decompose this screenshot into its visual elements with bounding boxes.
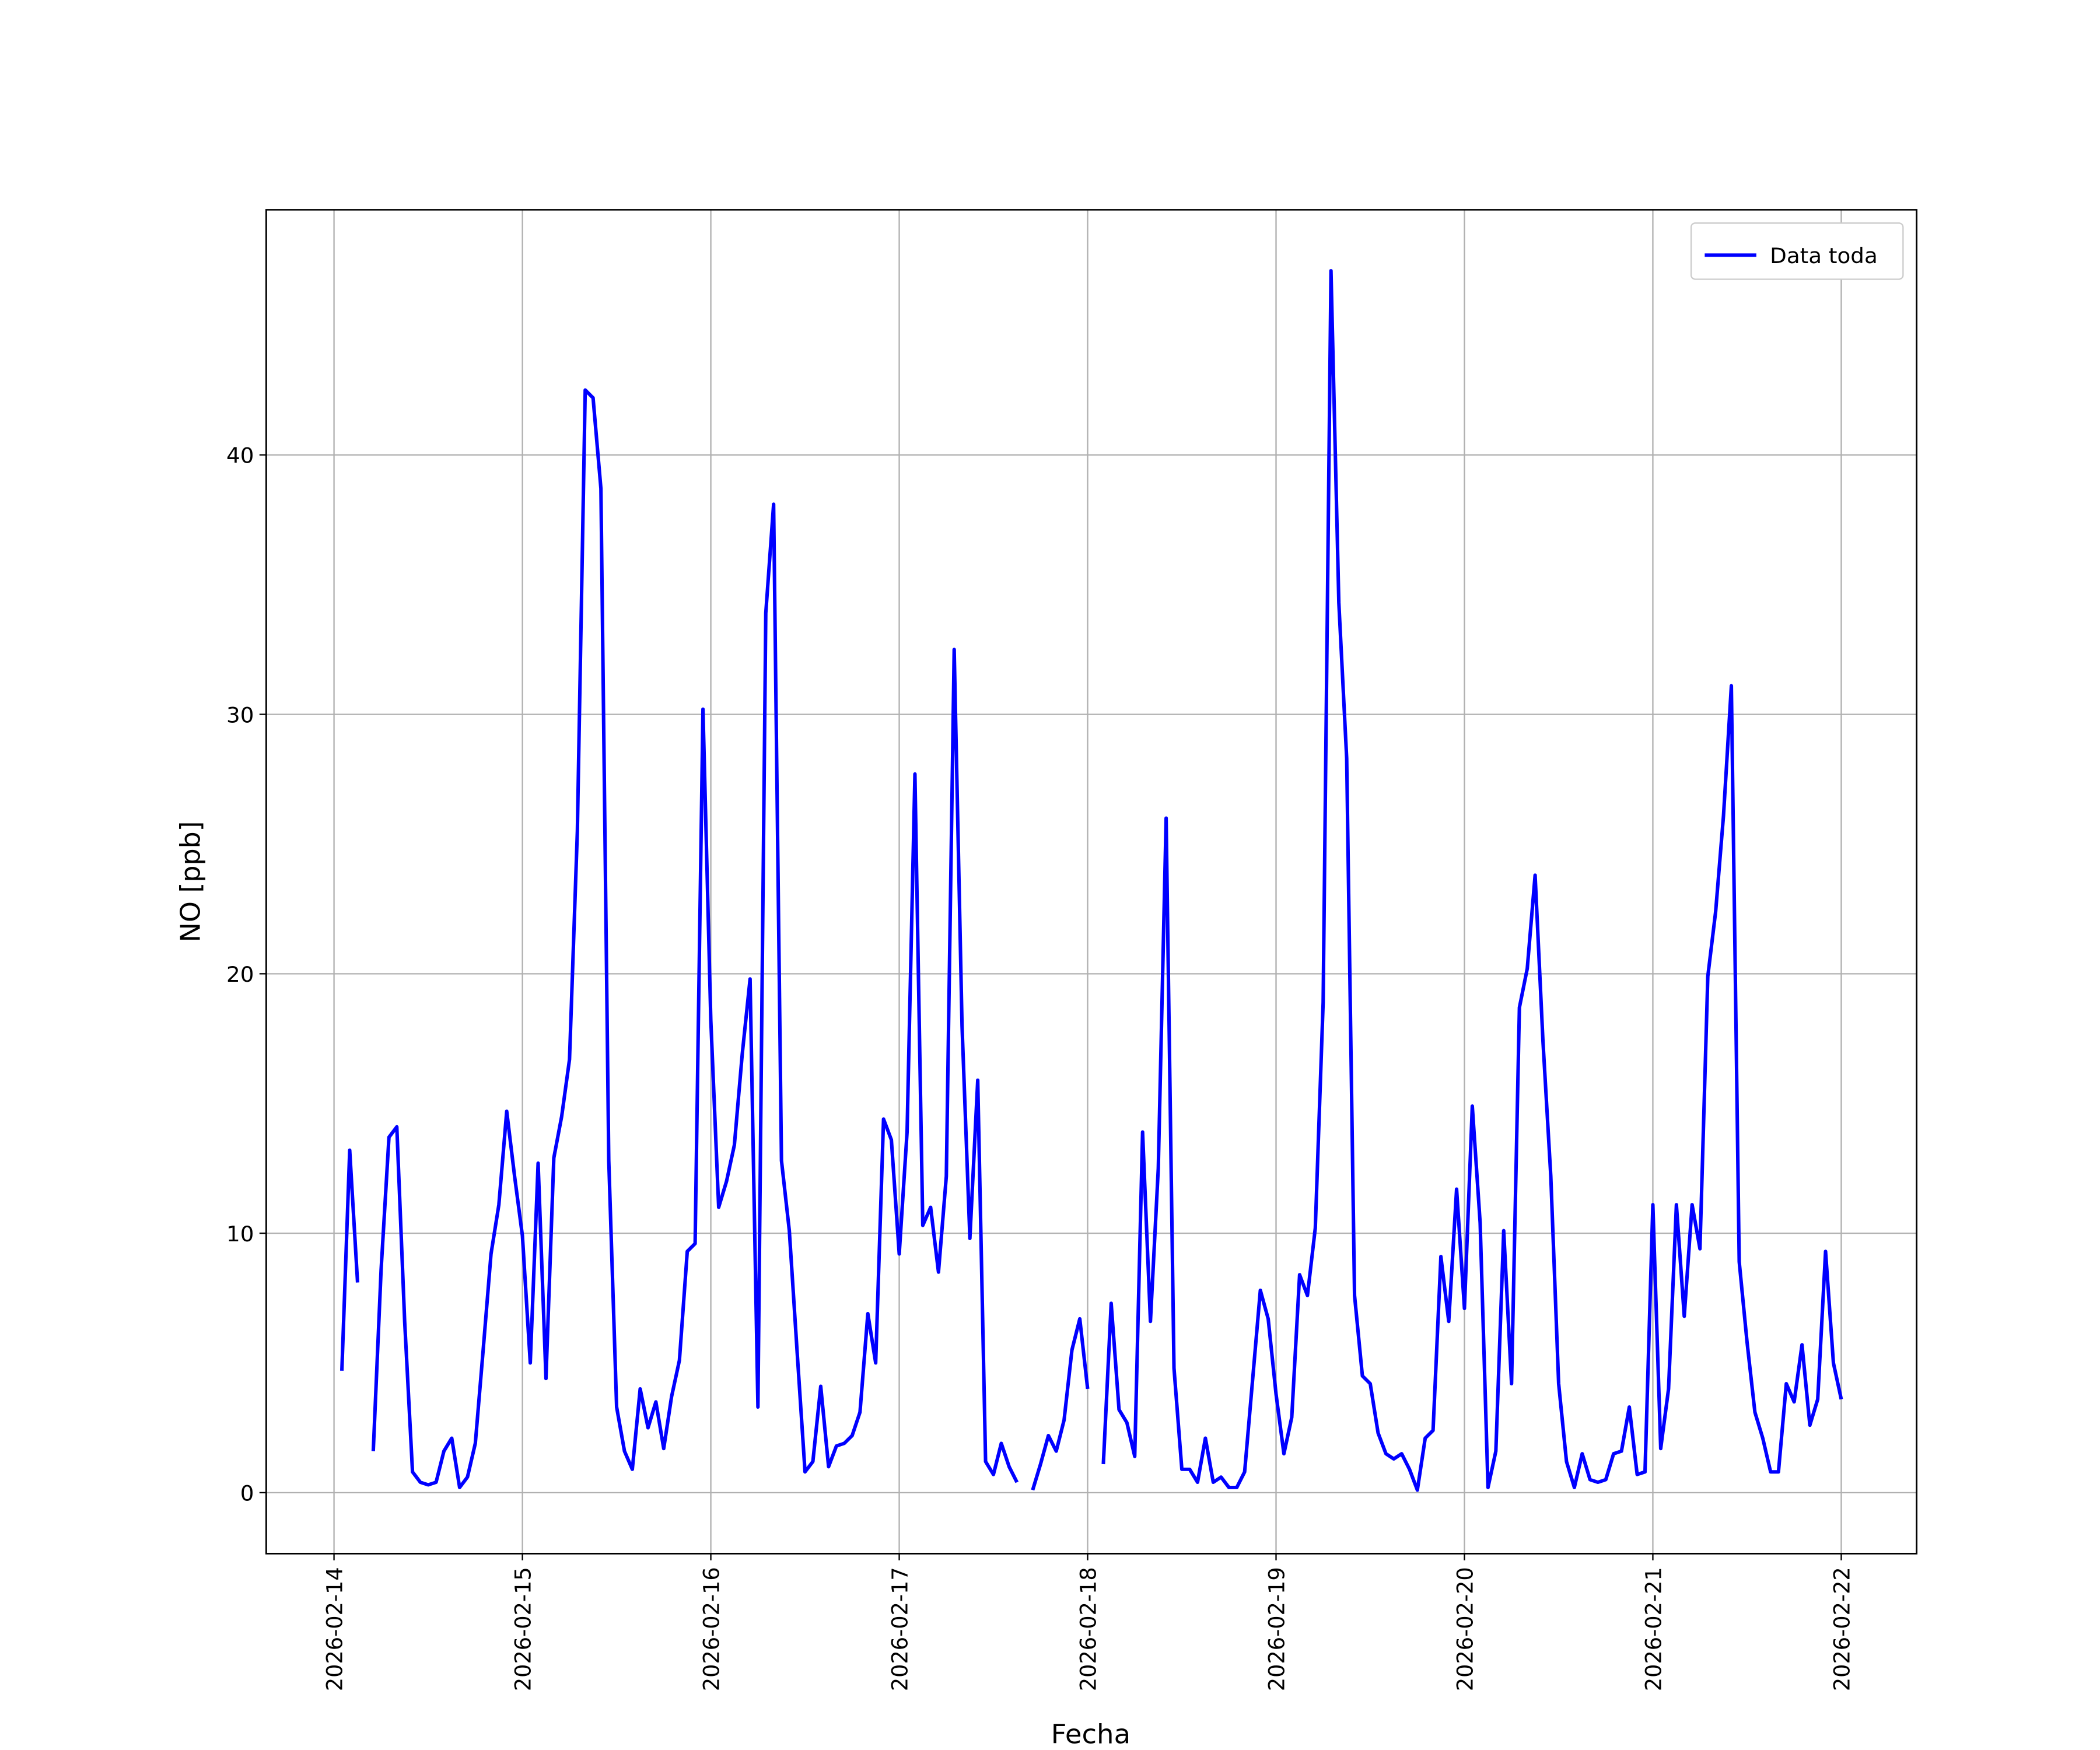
x-tick-label: 2026-02-17 [887,1567,912,1691]
y-tick-label: 10 [226,1222,254,1247]
x-axis-label: Fecha [1051,1718,1131,1750]
x-tick-label: 2026-02-22 [1829,1567,1854,1691]
x-tick-label: 2026-02-15 [510,1567,536,1691]
x-tick-label: 2026-02-16 [699,1567,724,1691]
plot-frame [265,209,1918,1555]
x-tick-label: 2026-02-18 [1076,1567,1101,1691]
y-tick-label: 0 [240,1481,254,1506]
y-tick-label: 20 [226,962,254,987]
x-tick-label: 2026-02-19 [1264,1567,1289,1691]
y-tick-label: 30 [226,703,254,728]
data-line [1101,269,1843,1492]
data-line [1031,1317,1090,1491]
x-tick-label: 2026-02-20 [1452,1567,1478,1691]
x-tick-label: 2026-02-14 [322,1567,347,1691]
x-tick-label: 2026-02-21 [1641,1567,1666,1691]
y-axis-label: NO [ppb] [174,821,206,943]
y-tick-label: 40 [226,443,254,468]
data-line [340,1148,359,1371]
legend-label: Data toda [1770,243,1878,268]
legend-box [1690,222,1904,280]
data-line [371,388,1019,1489]
